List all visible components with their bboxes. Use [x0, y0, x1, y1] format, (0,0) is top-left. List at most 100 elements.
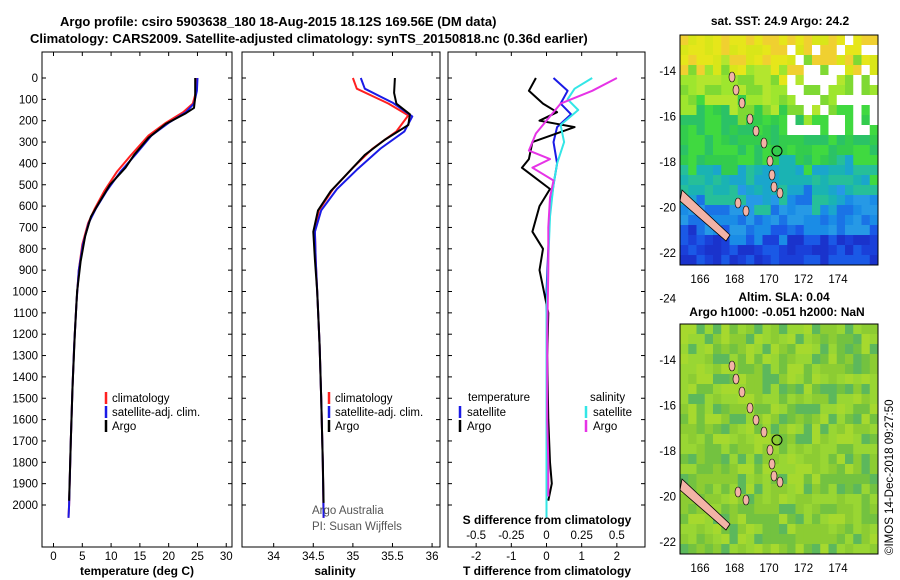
- map-cell: [836, 155, 846, 166]
- map-cell: [787, 414, 796, 425]
- map-cell: [779, 245, 788, 256]
- map-cell: [828, 374, 838, 385]
- map-cell: [713, 155, 722, 166]
- map-cell: [812, 145, 821, 156]
- map-cell: [845, 384, 854, 395]
- map-cell: [845, 454, 854, 465]
- map-cell: [787, 534, 796, 545]
- map-cell: [688, 384, 697, 395]
- map-cell: [704, 494, 714, 505]
- depth-tick-label: 600: [19, 201, 38, 213]
- map-cell: [770, 544, 780, 554]
- map-cell: [845, 334, 854, 345]
- map-cell: [779, 125, 788, 136]
- map-cell: [803, 464, 813, 475]
- map-cell: [696, 394, 706, 405]
- map-cell: [828, 454, 838, 465]
- map-cell: [688, 404, 697, 415]
- map-cell: [787, 454, 796, 465]
- map-cell: [696, 125, 706, 136]
- map-cell: [770, 524, 780, 535]
- map-cell: [696, 454, 706, 465]
- map-cell: [803, 55, 813, 66]
- map-cell: [803, 135, 813, 146]
- map-cell: [853, 364, 862, 375]
- map-cell: [828, 255, 838, 265]
- legend-label-t-satellite: satellite: [467, 407, 506, 419]
- map-cell: [836, 404, 846, 415]
- map-cell: [770, 384, 780, 395]
- map-cell: [729, 454, 739, 465]
- island-vanuatu: [742, 494, 750, 506]
- series-line-s-argo: [527, 77, 618, 497]
- map-cell: [803, 215, 813, 226]
- map-cell: [737, 524, 747, 535]
- map-cell: [721, 384, 730, 395]
- legend-label-satellite: satellite-adj. clim.: [112, 407, 200, 419]
- map-cell: [680, 434, 689, 445]
- map-cell: [845, 155, 854, 166]
- map-cell: [704, 384, 714, 395]
- map-cell: [688, 85, 697, 96]
- depth-tick-label: 200: [19, 116, 38, 128]
- map-cell: [779, 105, 788, 116]
- map-cell: [812, 65, 821, 76]
- map-cell: [845, 424, 854, 435]
- map-cell: [836, 65, 846, 76]
- map-cell: [795, 35, 805, 46]
- map-cell: [853, 245, 862, 256]
- map-cell: [845, 374, 854, 385]
- map-cell: [853, 344, 862, 355]
- map-cell: [869, 215, 878, 226]
- map-cell: [828, 65, 838, 76]
- x-tick-label-top: 0: [543, 530, 549, 542]
- map-cell: [861, 394, 871, 405]
- map-cell: [795, 135, 805, 146]
- map-cell: [680, 394, 689, 405]
- map-cell: [845, 65, 854, 76]
- map-cell: [754, 45, 763, 56]
- map-cell: [713, 165, 722, 176]
- map-cell: [812, 354, 821, 365]
- salinity-legend: climatology satellite-adj. clim. Argo: [327, 392, 423, 433]
- map-cell: [836, 394, 846, 405]
- map-cell: [754, 324, 763, 335]
- map-cell: [828, 494, 838, 505]
- map-cell: [803, 524, 813, 535]
- map-cell: [779, 514, 788, 525]
- map-cell: [721, 494, 730, 505]
- island-vanuatu: [766, 444, 774, 456]
- map-y-tick-label: -16: [659, 401, 676, 413]
- map-cell: [762, 125, 772, 136]
- map-cell: [779, 135, 788, 146]
- map-cell: [861, 45, 871, 56]
- map-cell: [713, 474, 722, 485]
- map-cell: [680, 85, 689, 96]
- map-cell: [737, 364, 747, 375]
- map-cell: [795, 324, 805, 335]
- map-cell: [737, 344, 747, 355]
- map-cell: [762, 105, 772, 116]
- map-cell: [704, 534, 714, 545]
- map-cell: [861, 454, 871, 465]
- map-cell: [836, 374, 846, 385]
- map-cell: [861, 414, 871, 425]
- map-cell: [696, 35, 706, 46]
- map-cell: [845, 95, 854, 106]
- map-cell: [812, 544, 821, 554]
- map-cell: [721, 424, 730, 435]
- map-cell: [721, 145, 730, 156]
- map-cell: [688, 524, 697, 535]
- map-cell: [787, 245, 796, 256]
- map-cell: [861, 185, 871, 196]
- map-cell: [746, 225, 755, 236]
- map-cell: [845, 414, 854, 425]
- map-cell: [680, 424, 689, 435]
- map-cell: [729, 344, 739, 355]
- map-cell: [836, 354, 846, 365]
- map-cell: [713, 215, 722, 226]
- map-cell: [869, 444, 878, 455]
- map-cell: [869, 524, 878, 535]
- sst-map-frame: [679, 34, 879, 266]
- map-cell: [795, 235, 805, 246]
